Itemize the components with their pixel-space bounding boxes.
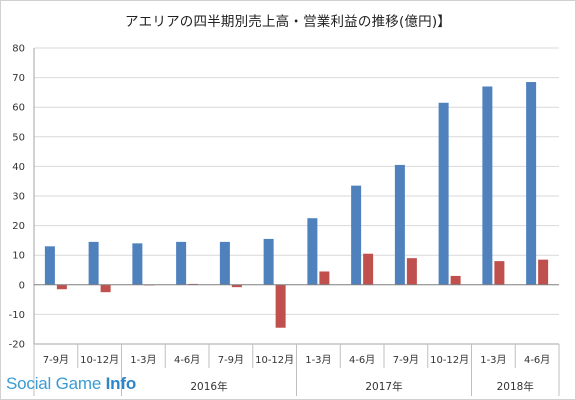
bar-series1-11 xyxy=(526,82,537,285)
x-category-label: 7-9月 xyxy=(43,354,69,366)
bar-series2-4 xyxy=(231,284,242,288)
y-tick-label: -20 xyxy=(9,340,25,351)
bar-series2-1 xyxy=(100,284,111,293)
bar-series2-8 xyxy=(406,258,417,285)
y-tick-label: 50 xyxy=(12,132,25,143)
y-axis-ticks: 80 70 60 50 40 30 20 10 0 -10 -20 xyxy=(9,44,25,351)
bar-series2-0 xyxy=(56,284,67,290)
x-category-label: 1-3月 xyxy=(480,354,506,366)
bar-series1-3 xyxy=(176,241,187,285)
y-tick-label: 0 xyxy=(19,280,25,291)
bar-series1-1 xyxy=(88,241,99,285)
year-label: 2018年 xyxy=(497,380,534,393)
bar-series2-10 xyxy=(494,261,505,285)
x-category-label: 1-3月 xyxy=(305,354,331,366)
x-category-label: 4-6月 xyxy=(174,354,200,366)
x-category-label: 1-3月 xyxy=(130,354,156,366)
bar-series1-0 xyxy=(44,246,55,285)
y-tick-label: 80 xyxy=(12,44,25,55)
x-category-label: 10-12月 xyxy=(430,354,469,366)
x-category-label: 10-12月 xyxy=(255,354,294,366)
x-category-label: 7-9月 xyxy=(218,354,244,366)
bar-series1-4 xyxy=(219,241,230,285)
bar-series2-5 xyxy=(275,284,286,328)
bar-series1-7 xyxy=(351,185,362,285)
y-tick-label: 60 xyxy=(12,103,25,114)
x-category-label: 4-6月 xyxy=(524,354,550,366)
logo-text: Social Game xyxy=(6,374,106,393)
bar-series1-8 xyxy=(394,164,405,285)
y-tick-label: 10 xyxy=(12,251,25,262)
y-tick-label: 30 xyxy=(12,192,25,203)
bars xyxy=(44,82,549,328)
chart-title: アエリアの四半期別売上高・営業利益の推移(億円)】 xyxy=(124,14,452,30)
y-tick-label: -10 xyxy=(9,310,25,321)
logo-text-bold: Info xyxy=(105,374,137,393)
bar-series1-6 xyxy=(307,218,318,285)
x-category-label: 7-9月 xyxy=(393,354,419,366)
y-tick-label: 40 xyxy=(12,162,25,173)
social-game-info-logo: Social Game Info xyxy=(6,374,136,394)
bar-series2-11 xyxy=(538,259,549,285)
bar-series1-9 xyxy=(438,102,449,285)
y-tick-label: 20 xyxy=(12,221,25,232)
bar-series1-2 xyxy=(132,243,143,285)
x-category-label: 4-6月 xyxy=(349,354,375,366)
y-tick-label: 70 xyxy=(12,73,25,84)
bar-series2-7 xyxy=(363,253,374,285)
year-label: 2016年 xyxy=(190,380,227,393)
x-axis-categories: 7-9月 10-12月 1-3月 4-6月 7-9月 10-12月 1-3月 4-6月 7-9月… xyxy=(33,344,560,396)
bar-series2-9 xyxy=(450,275,461,285)
bar-series1-10 xyxy=(482,86,493,285)
year-label: 2017年 xyxy=(365,380,402,393)
bar-series1-5 xyxy=(263,238,274,285)
bar-series2-6 xyxy=(319,271,330,285)
gridlines xyxy=(34,47,559,345)
x-category-label: 10-12月 xyxy=(80,354,119,366)
